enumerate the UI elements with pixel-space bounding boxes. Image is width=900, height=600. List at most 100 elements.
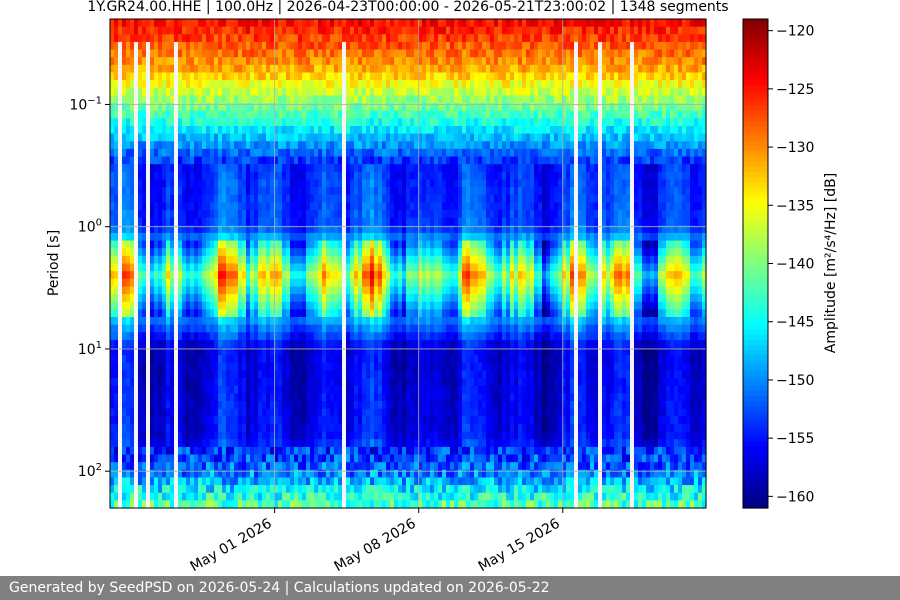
heatmap-cell bbox=[166, 301, 171, 310]
heatmap-cell bbox=[402, 34, 407, 43]
heatmap-cell bbox=[350, 355, 355, 364]
heatmap-cell bbox=[354, 477, 359, 486]
heatmap-cell bbox=[394, 210, 399, 219]
heatmap-cell bbox=[330, 355, 335, 364]
heatmap-cell bbox=[230, 26, 235, 35]
heatmap-cell bbox=[150, 141, 155, 150]
heatmap-cell bbox=[266, 423, 271, 433]
heatmap-cell bbox=[226, 301, 231, 310]
heatmap-cell bbox=[286, 462, 291, 471]
heatmap-cell bbox=[230, 362, 235, 372]
heatmap-cell bbox=[230, 485, 235, 494]
heatmap-cell bbox=[330, 64, 335, 74]
heatmap-cell bbox=[110, 225, 115, 234]
heatmap-cell bbox=[342, 416, 347, 425]
heatmap-cell bbox=[118, 271, 123, 280]
heatmap-cell bbox=[418, 125, 423, 135]
heatmap-cell bbox=[362, 26, 367, 35]
heatmap-cell bbox=[210, 95, 215, 104]
heatmap-cell bbox=[150, 462, 155, 471]
heatmap-cell bbox=[126, 416, 131, 425]
heatmap-cell bbox=[230, 431, 235, 440]
heatmap-cell bbox=[198, 469, 203, 479]
heatmap-cell bbox=[218, 263, 223, 272]
heatmap-cell bbox=[366, 446, 371, 456]
heatmap-cell bbox=[174, 232, 179, 242]
heatmap-cell bbox=[366, 309, 371, 318]
heatmap-cell bbox=[334, 362, 339, 372]
heatmap-cell bbox=[410, 80, 415, 89]
heatmap-cell bbox=[154, 324, 159, 333]
heatmap-cell bbox=[402, 485, 407, 494]
heatmap-cell bbox=[218, 309, 223, 318]
heatmap-cell bbox=[166, 248, 171, 257]
heatmap-cell bbox=[154, 492, 159, 501]
heatmap-cell bbox=[178, 393, 183, 402]
heatmap-cell bbox=[250, 217, 255, 226]
heatmap-cell bbox=[226, 286, 231, 295]
heatmap-cell bbox=[198, 492, 203, 501]
heatmap-cell bbox=[278, 64, 283, 74]
heatmap-cell bbox=[418, 339, 423, 349]
heatmap-cell bbox=[142, 179, 147, 188]
heatmap-cell bbox=[146, 301, 151, 310]
heatmap-cell bbox=[386, 164, 391, 173]
heatmap-cell bbox=[170, 492, 175, 501]
heatmap-cell bbox=[322, 202, 327, 211]
heatmap-cell bbox=[390, 255, 395, 265]
heatmap-cell bbox=[150, 263, 155, 272]
heatmap-cell bbox=[246, 202, 251, 211]
heatmap-cell bbox=[226, 416, 231, 425]
heatmap-cell bbox=[394, 408, 399, 417]
heatmap-cell bbox=[290, 232, 295, 242]
heatmap-cell bbox=[206, 110, 211, 119]
heatmap-cell bbox=[270, 339, 275, 349]
heatmap-cell bbox=[386, 141, 391, 150]
heatmap-cell bbox=[170, 87, 175, 97]
heatmap-cell bbox=[330, 477, 335, 486]
heatmap-cell bbox=[330, 156, 335, 165]
heatmap-cell bbox=[118, 324, 123, 333]
heatmap-cell bbox=[178, 133, 183, 142]
heatmap-cell bbox=[178, 103, 183, 112]
heatmap-cell bbox=[278, 446, 283, 456]
heatmap-cell bbox=[350, 26, 355, 35]
heatmap-cell bbox=[410, 378, 415, 387]
heatmap-cell bbox=[154, 477, 159, 486]
heatmap-cell bbox=[162, 217, 167, 226]
heatmap-cell bbox=[166, 49, 171, 58]
heatmap-cell bbox=[326, 294, 331, 303]
heatmap-cell bbox=[170, 301, 175, 310]
heatmap-cell bbox=[118, 255, 123, 265]
heatmap-cell bbox=[406, 41, 411, 51]
heatmap-cell bbox=[298, 87, 303, 97]
heatmap-cell bbox=[398, 248, 403, 257]
heatmap-cell bbox=[262, 362, 267, 372]
heatmap-cell bbox=[338, 309, 343, 318]
heatmap-cell bbox=[262, 492, 267, 501]
heatmap-cell bbox=[330, 385, 335, 394]
heatmap-cell bbox=[174, 339, 179, 349]
heatmap-cell bbox=[206, 34, 211, 43]
heatmap-cell bbox=[130, 347, 135, 356]
heatmap-cell bbox=[138, 309, 143, 318]
heatmap-cell bbox=[310, 57, 315, 66]
heatmap-cell bbox=[418, 393, 423, 402]
heatmap-cell bbox=[202, 232, 207, 242]
heatmap-cell bbox=[138, 477, 143, 486]
heatmap-cell bbox=[406, 225, 411, 234]
heatmap-cell bbox=[238, 179, 243, 188]
heatmap-cell bbox=[322, 19, 327, 28]
heatmap-cell bbox=[366, 416, 371, 425]
heatmap-cell bbox=[114, 156, 119, 165]
heatmap-cell bbox=[238, 485, 243, 494]
heatmap-cell bbox=[194, 286, 199, 295]
heatmap-cell bbox=[406, 462, 411, 471]
heatmap-cell bbox=[130, 34, 135, 43]
heatmap-cell bbox=[178, 446, 183, 456]
heatmap-cell bbox=[194, 431, 199, 440]
heatmap-cell bbox=[370, 87, 375, 97]
heatmap-cell bbox=[414, 171, 419, 181]
heatmap-cell bbox=[410, 416, 415, 425]
heatmap-cell bbox=[398, 431, 403, 440]
